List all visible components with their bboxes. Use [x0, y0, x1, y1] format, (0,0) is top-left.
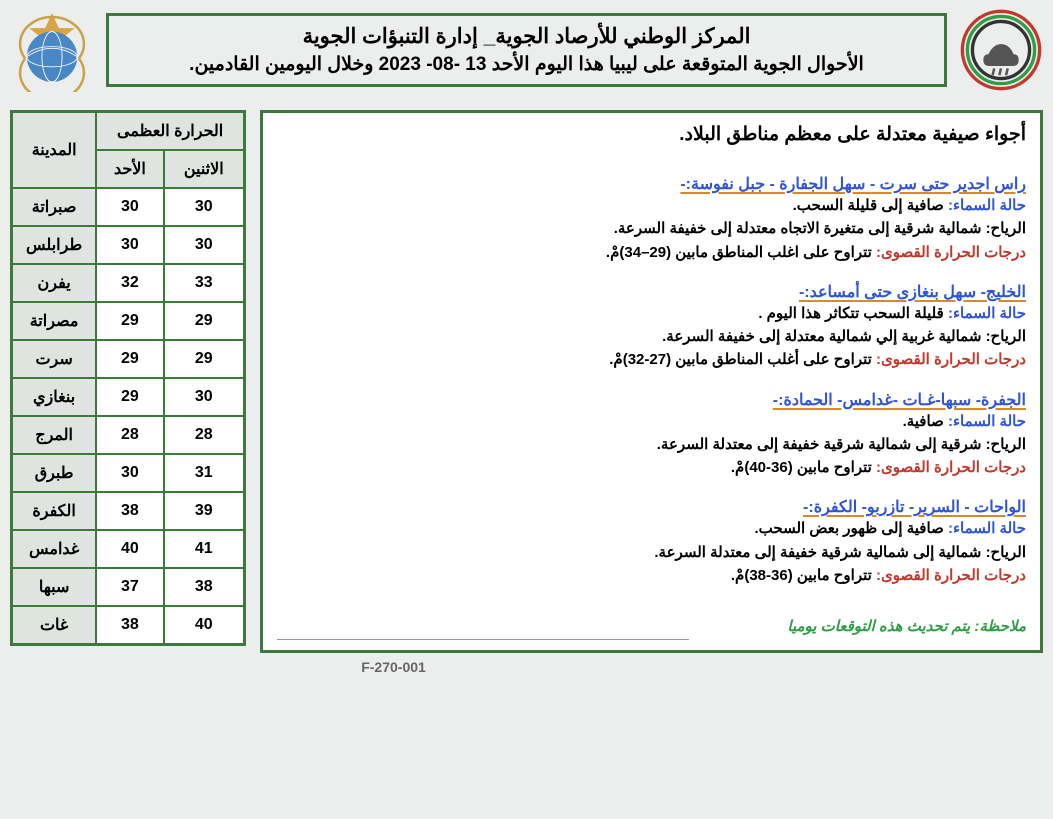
footer-code: F-270-001	[10, 659, 777, 675]
cell-sunday: 29	[96, 378, 163, 416]
cell-sunday: 32	[96, 264, 163, 302]
cell-sunday: 38	[96, 606, 163, 645]
cell-city: مصراتة	[12, 302, 97, 340]
region-wind: الرياح: شمالية شرقية إلى متغيرة الاتجاه …	[277, 217, 1026, 240]
cell-monday: 39	[164, 492, 245, 530]
table-row: 2929سرت	[12, 340, 245, 378]
region-temp: درجات الحرارة القصوى: تتراوح على اغلب ال…	[277, 241, 1026, 264]
table-row: 4038غات	[12, 606, 245, 645]
temperature-table: الحرارة العظمى المدينة الاثنين الأحد 303…	[10, 110, 246, 646]
region-temp: درجات الحرارة القصوى: تتراوح مابين (36-3…	[277, 564, 1026, 587]
table-row: 4140غدامس	[12, 530, 245, 568]
cell-city: غات	[12, 606, 97, 645]
cell-sunday: 28	[96, 416, 163, 454]
cell-sunday: 30	[96, 226, 163, 264]
table-row: 2828المرج	[12, 416, 245, 454]
table-row: 2929مصراتة	[12, 302, 245, 340]
region-sky: حالة السماء: صافية إلى قليلة السحب.	[277, 194, 1026, 217]
table-row: 3029بنغازي	[12, 378, 245, 416]
cell-monday: 29	[164, 302, 245, 340]
cell-sunday: 29	[96, 340, 163, 378]
cell-monday: 33	[164, 264, 245, 302]
region-temp: درجات الحرارة القصوى: تتراوح مابين (36-4…	[277, 456, 1026, 479]
region-sky: حالة السماء: قليلة السحب تتكاثر هذا اليو…	[277, 302, 1026, 325]
cell-monday: 30	[164, 226, 245, 264]
region-sky: حالة السماء: صافية إلى ظهور بعض السحب.	[277, 517, 1026, 540]
cell-city: طبرق	[12, 454, 97, 492]
cell-city: غدامس	[12, 530, 97, 568]
forecast-panel: أجواء صيفية معتدلة على معظم مناطق البلاد…	[260, 110, 1043, 653]
table-row: 3130طبرق	[12, 454, 245, 492]
update-note: ملاحظة: يتم تحديث هذه التوقعات يوميا	[277, 617, 1026, 635]
region-title: الجفرة- سبها-غـات -غدامس- الحمادة:-	[773, 390, 1026, 410]
cell-sunday: 30	[96, 454, 163, 492]
region-block: راس اجدير حتى سرت - سهل الجفارة - جبل نف…	[277, 174, 1026, 264]
cell-sunday: 38	[96, 492, 163, 530]
region-wind: الرياح: شمالية إلى شمالية شرقية خفيفة إل…	[277, 541, 1026, 564]
table-row: 3030طرابلس	[12, 226, 245, 264]
table-row: 3030صبراتة	[12, 188, 245, 226]
cell-monday: 28	[164, 416, 245, 454]
content-row: أجواء صيفية معتدلة على معظم مناطق البلاد…	[10, 110, 1043, 653]
table-row: 3332يفرن	[12, 264, 245, 302]
title-box: المركز الوطني للأرصاد الجوية_ إدارة التن…	[106, 13, 947, 87]
region-wind: الرياح: شرقية إلى شمالية شرقية خفيفة إلى…	[277, 433, 1026, 456]
region-title: راس اجدير حتى سرت - سهل الجفارة - جبل نف…	[680, 174, 1026, 194]
region-block: الخليج- سهل بنغازى حتى أمساعد:-حالة السم…	[277, 282, 1026, 372]
cell-monday: 29	[164, 340, 245, 378]
cell-city: بنغازي	[12, 378, 97, 416]
region-block: الجفرة- سبها-غـات -غدامس- الحمادة:-حالة …	[277, 390, 1026, 480]
region-title: الواحات - السرير- تازربو- الكفرة:-	[803, 497, 1026, 517]
cell-monday: 31	[164, 454, 245, 492]
header: المركز الوطني للأرصاد الجوية_ إدارة التن…	[10, 8, 1043, 92]
cell-sunday: 29	[96, 302, 163, 340]
region-block: الواحات - السرير- تازربو- الكفرة:-حالة ا…	[277, 497, 1026, 587]
cell-city: المرج	[12, 416, 97, 454]
cell-sunday: 40	[96, 530, 163, 568]
cell-city: سبها	[12, 568, 97, 606]
col-header-sunday: الأحد	[96, 150, 163, 188]
note-divider	[277, 639, 689, 640]
cell-city: الكفرة	[12, 492, 97, 530]
cell-city: يفرن	[12, 264, 97, 302]
cell-monday: 30	[164, 378, 245, 416]
logo-wmo-icon	[10, 8, 94, 92]
region-sky: حالة السماء: صافية.	[277, 410, 1026, 433]
region-title: الخليج- سهل بنغازى حتى أمساعد:-	[799, 282, 1026, 302]
cell-sunday: 37	[96, 568, 163, 606]
title-line1: المركز الوطني للأرصاد الجوية_ إدارة التن…	[119, 24, 934, 49]
cell-monday: 40	[164, 606, 245, 645]
title-line2: الأحوال الجوية المتوقعة على ليبيا هذا ال…	[119, 53, 934, 76]
table-row: 3837سبها	[12, 568, 245, 606]
logo-lnmc-icon	[959, 8, 1043, 92]
cell-monday: 41	[164, 530, 245, 568]
cell-monday: 30	[164, 188, 245, 226]
table-row: 3938الكفرة	[12, 492, 245, 530]
cell-city: سرت	[12, 340, 97, 378]
cell-city: طرابلس	[12, 226, 97, 264]
region-wind: الرياح: شمالية غربية إلي شمالية معتدلة إ…	[277, 325, 1026, 348]
cell-sunday: 30	[96, 188, 163, 226]
col-header-maxtemp: الحرارة العظمى	[96, 112, 244, 151]
cell-monday: 38	[164, 568, 245, 606]
region-temp: درجات الحرارة القصوى: تتراوح على أغلب ال…	[277, 348, 1026, 371]
col-header-city: المدينة	[12, 112, 97, 189]
col-header-monday: الاثنين	[164, 150, 245, 188]
cell-city: صبراتة	[12, 188, 97, 226]
summary-text: أجواء صيفية معتدلة على معظم مناطق البلاد…	[277, 123, 1026, 146]
